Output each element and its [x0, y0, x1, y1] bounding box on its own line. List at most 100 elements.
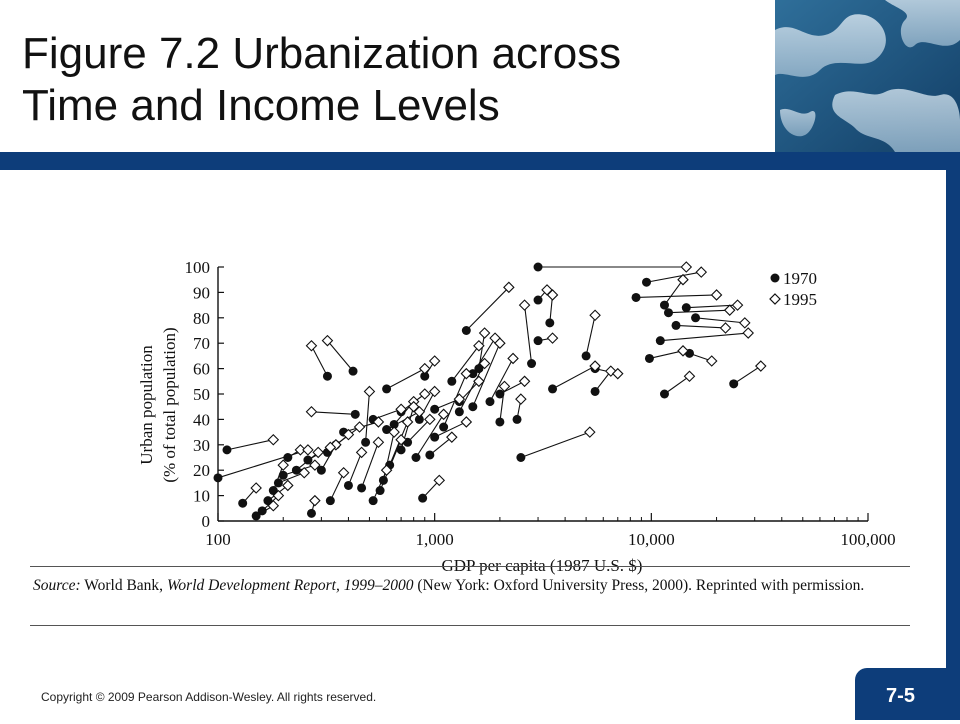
- source-text-after: (New York: Oxford University Press, 2000…: [413, 577, 865, 594]
- world-map-image: [775, 0, 960, 152]
- point-1995: [321, 334, 334, 347]
- point-1995: [267, 433, 280, 446]
- point-1995: [680, 261, 693, 273]
- point-1970: [729, 379, 739, 389]
- country-change-line: [664, 375, 690, 395]
- country-change-line: [489, 358, 514, 402]
- point-1995: [342, 428, 355, 441]
- point-1995: [330, 439, 342, 451]
- point-1995: [309, 459, 321, 471]
- point-1970: [222, 445, 232, 455]
- y-axis-ticks: 0 10 20 30 40 50 60 70 80 90 100: [185, 258, 224, 531]
- point-1995: [372, 416, 385, 428]
- country-change-line: [660, 332, 749, 342]
- point-1995: [395, 403, 407, 416]
- point-1970: [273, 478, 283, 488]
- point-1995: [433, 474, 446, 487]
- point-1995: [305, 406, 318, 418]
- slide-number-box: 7-5: [855, 668, 946, 720]
- y-tick-label: 70: [193, 334, 210, 353]
- point-1995: [739, 317, 751, 329]
- point-1970: [430, 404, 440, 414]
- point-1970: [425, 450, 435, 460]
- y-tick-label: 0: [202, 512, 211, 531]
- point-1995: [305, 339, 318, 352]
- point-1970: [291, 465, 301, 475]
- legend-1970-marker: [770, 273, 780, 283]
- point-1995: [460, 416, 473, 428]
- point-1970: [350, 409, 360, 419]
- country-change-line: [272, 464, 284, 491]
- legend-1995-label: 1995: [783, 290, 817, 309]
- point-1995: [589, 360, 601, 372]
- country-change-line: [649, 350, 684, 359]
- point-1995: [437, 408, 450, 421]
- point-1995: [478, 327, 491, 339]
- point-1970: [533, 262, 543, 272]
- country-change-line: [226, 439, 274, 451]
- point-1970: [306, 508, 316, 518]
- source-title: World Development Report, 1999–2000: [166, 577, 414, 594]
- point-1970: [303, 455, 313, 465]
- point-1970: [357, 483, 367, 493]
- point-1995: [710, 289, 723, 301]
- point-1995: [294, 444, 307, 456]
- point-1995: [507, 352, 519, 365]
- title-area: Figure 7.2 Urbanization across Time and …: [0, 0, 775, 152]
- point-1970: [316, 465, 326, 475]
- point-1995: [267, 499, 280, 512]
- country-change-line: [217, 449, 309, 479]
- point-1995: [413, 406, 426, 418]
- point-1970: [263, 496, 273, 506]
- point-1970: [468, 369, 478, 379]
- point-1995: [312, 446, 324, 459]
- point-1995: [428, 355, 441, 367]
- point-1970: [257, 506, 267, 516]
- country-change-line: [389, 421, 409, 466]
- source-text-before: World Bank,: [80, 577, 167, 594]
- point-1970: [238, 498, 248, 508]
- point-1995: [363, 385, 376, 398]
- country-change-line: [472, 342, 501, 407]
- point-1995: [695, 266, 708, 278]
- slide-number: 7-5: [886, 685, 915, 707]
- y-tick-label: 40: [193, 410, 210, 429]
- point-1970: [414, 414, 424, 424]
- point-1995: [705, 355, 718, 367]
- point-1970: [659, 300, 669, 310]
- point-1995: [546, 332, 559, 344]
- point-1995: [719, 322, 732, 334]
- legend: 1970 1995: [769, 269, 817, 309]
- point-1995: [298, 466, 310, 479]
- y-axis-label-line-2: (% of total population): [160, 327, 179, 482]
- point-1970: [474, 364, 484, 374]
- point-1970: [278, 470, 288, 480]
- y-axis-label-line-1: Urban population: [137, 345, 156, 465]
- point-1995: [401, 416, 414, 428]
- point-1970: [691, 313, 701, 323]
- point-1995: [353, 421, 366, 433]
- point-1995: [337, 466, 350, 479]
- point-1995: [478, 357, 491, 370]
- legend-1995-marker: [769, 293, 781, 305]
- point-1995: [418, 388, 431, 400]
- point-1970: [681, 303, 691, 313]
- country-change-line: [347, 452, 363, 486]
- country-change-line: [386, 368, 426, 390]
- x-tick-label: 100: [205, 530, 231, 549]
- point-1995: [324, 441, 337, 454]
- point-1995: [723, 304, 736, 316]
- point-1970: [512, 414, 522, 424]
- point-1970: [251, 511, 261, 521]
- pair-lines: [217, 266, 762, 517]
- point-1970: [361, 437, 371, 447]
- country-change-line: [552, 365, 596, 390]
- point-1995: [309, 494, 321, 507]
- point-1970: [468, 402, 478, 412]
- point-1970: [430, 432, 440, 442]
- point-1995: [518, 299, 531, 311]
- point-1970: [485, 397, 495, 407]
- point-1995: [372, 436, 385, 449]
- point-1970: [375, 486, 385, 496]
